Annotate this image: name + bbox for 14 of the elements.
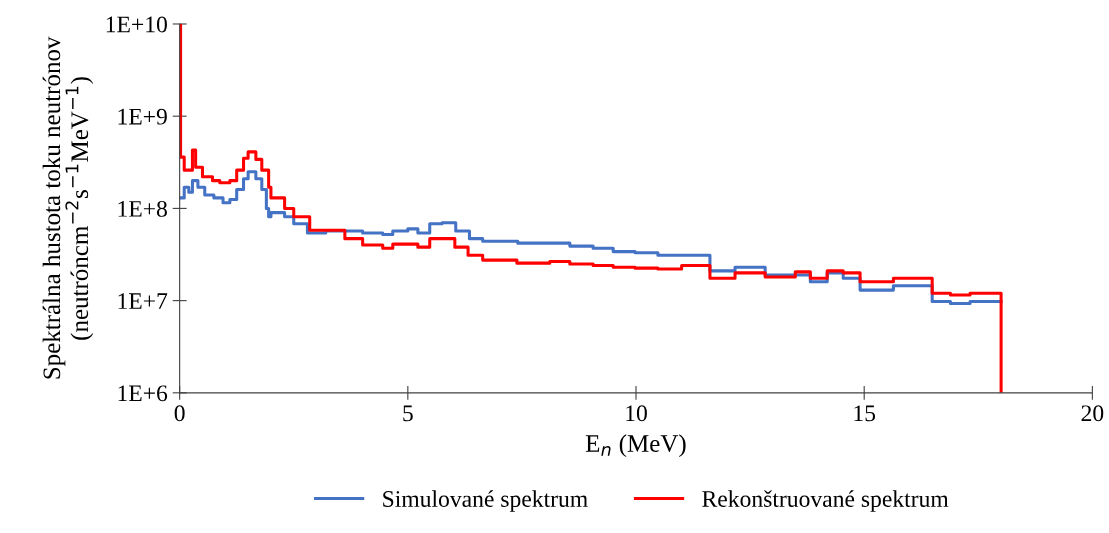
x-tick-label: 5: [403, 405, 413, 422]
x-tick-label: 0: [174, 405, 185, 422]
x-tick-label: 10: [626, 405, 647, 422]
y-tick-label: 1E+8: [118, 200, 167, 217]
legend-label: Rekonštruované spektrum: [702, 490, 949, 512]
y-tick-label: 1E+9: [118, 108, 167, 125]
legend-label: Simulované spektrum: [383, 490, 588, 512]
x-axis-title: E$_{n}$ (MeV): [585, 434, 686, 458]
x-tick-label: 15: [854, 405, 876, 422]
y-axis-title: Spektrálna hustota toku neutrónov (neutróncm$^{−2}$s$^{−1}$MeV$^{−1}$): [42, 36, 94, 379]
y-tick-label: 1E+6: [118, 385, 168, 402]
y-tick-label: 1E+10: [106, 16, 167, 33]
x-tick-label: 20: [1081, 405, 1104, 422]
y-tick-label: 1E+7: [118, 293, 168, 309]
